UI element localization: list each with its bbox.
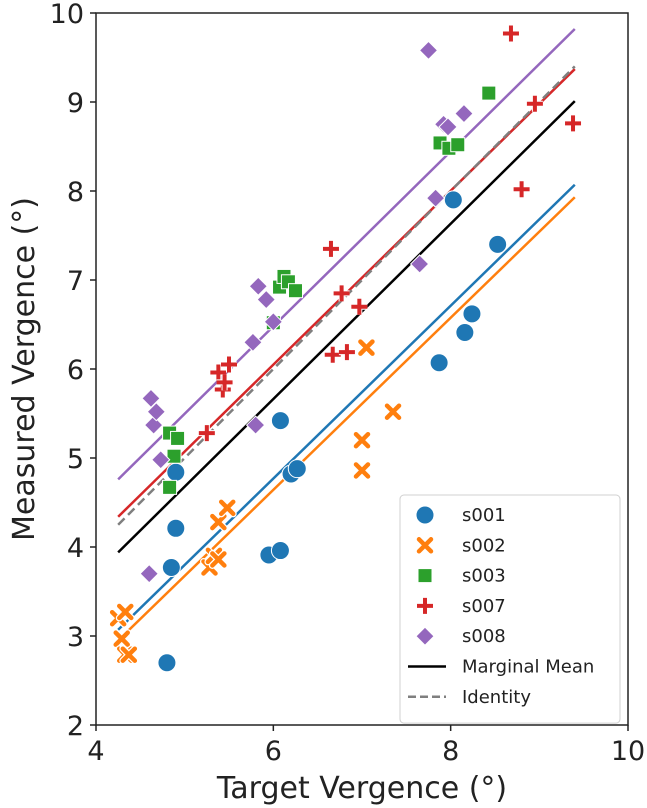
data-point-s007: [351, 298, 368, 315]
data-point-s007: [338, 344, 355, 361]
legend: s001 s002 s003 s007 s008 Marginal Mean Identit…: [399, 494, 621, 724]
y-tick-label: 8: [67, 177, 84, 208]
data-point-s002: [217, 498, 237, 518]
legend-label: s001: [462, 505, 506, 526]
data-point-s008: [243, 332, 263, 353]
data-point-s007: [513, 181, 530, 198]
data-point-s001: [287, 459, 307, 479]
legend-label: Marginal Mean: [462, 657, 594, 678]
y-axis-label: Measured Vergence (°): [7, 197, 42, 541]
y-tick-label: 10: [50, 0, 84, 30]
legend-marker-s007: [417, 597, 433, 614]
x-tick-label: 6: [265, 736, 282, 767]
y-tick-label: 5: [67, 444, 84, 475]
data-point-s003: [481, 85, 497, 101]
fit-line-s002: [117, 196, 576, 642]
legend-label: s002: [462, 535, 506, 556]
data-point-s008: [256, 289, 276, 310]
data-point-s007: [526, 95, 543, 112]
data-point-s007: [565, 115, 582, 132]
data-point-s002: [112, 629, 132, 649]
data-point-s008: [143, 415, 164, 435]
data-point-s002: [208, 512, 228, 532]
legend-marker-s008: [415, 626, 435, 646]
x-tick-label: 10: [611, 736, 645, 767]
data-point-s008: [425, 188, 446, 208]
data-point-s008: [248, 276, 268, 296]
data-point-s002: [352, 460, 372, 480]
legend-label: s007: [462, 596, 506, 617]
y-tick-label: 2: [67, 711, 84, 742]
data-point-s002: [352, 430, 372, 450]
data-point-s002: [115, 602, 135, 622]
legend-marker-s001: [415, 505, 435, 525]
y-tick-label: 3: [67, 622, 84, 653]
data-point-s008: [263, 312, 284, 332]
data-point-s002: [356, 338, 376, 358]
y-tick-label: 6: [67, 355, 84, 386]
data-point-s001: [166, 462, 186, 482]
data-point-s001: [488, 234, 508, 254]
y-tick-label: 4: [67, 533, 84, 564]
data-point-s007: [322, 240, 339, 257]
data-point-s008: [245, 415, 266, 435]
data-point-s001: [443, 190, 463, 210]
y-tick-label: 9: [67, 88, 84, 119]
data-point-s001: [270, 541, 290, 561]
data-point-s008: [418, 40, 439, 61]
x-axis-label: Target Vergence (°): [216, 771, 507, 806]
data-point-s003: [162, 479, 178, 495]
data-point-s001: [455, 323, 475, 343]
data-point-s007: [221, 356, 237, 373]
legend-label: Identity: [462, 687, 531, 708]
data-point-s001: [161, 557, 181, 577]
data-point-s002: [119, 645, 139, 665]
data-point-s008: [151, 450, 171, 470]
data-point-s002: [383, 402, 403, 422]
fit-line-s008: [117, 28, 576, 481]
data-points: [108, 25, 582, 673]
data-point-s008: [146, 402, 167, 422]
reference-line-marginal-mean: [117, 100, 576, 554]
fit-line-s001: [117, 183, 576, 631]
data-point-s001: [270, 411, 290, 431]
legend-label: s008: [462, 626, 506, 647]
data-point-s001: [429, 353, 449, 373]
x-tick-label: 8: [442, 736, 459, 767]
data-point-s007: [198, 425, 215, 442]
data-point-s007: [210, 364, 227, 381]
data-point-s002: [208, 549, 228, 569]
data-point-s003: [170, 430, 186, 446]
data-point-s007: [216, 374, 233, 391]
legend-marker-s002: [415, 535, 435, 555]
data-point-s008: [438, 117, 458, 137]
data-point-s001: [166, 518, 186, 538]
data-point-s007: [502, 25, 519, 42]
data-point-s003: [450, 137, 466, 153]
axis-ticks: 4 6 8 10 2 3 4 5 6 7 8 9 10: [50, 0, 646, 767]
y-tick-label: 7: [67, 266, 84, 297]
x-tick-label: 4: [87, 736, 104, 767]
data-point-s007: [333, 285, 350, 302]
data-point-s007: [324, 346, 341, 363]
legend-marker-s003: [417, 568, 433, 584]
data-point-s008: [409, 254, 430, 274]
data-point-s003: [166, 448, 182, 464]
legend-box: [399, 494, 621, 724]
data-point-s001: [157, 653, 177, 673]
data-point-s008: [454, 103, 474, 124]
legend-label: s003: [462, 566, 506, 587]
data-point-s001: [462, 304, 482, 324]
data-point-s003: [288, 283, 303, 299]
data-point-s008: [139, 563, 159, 584]
